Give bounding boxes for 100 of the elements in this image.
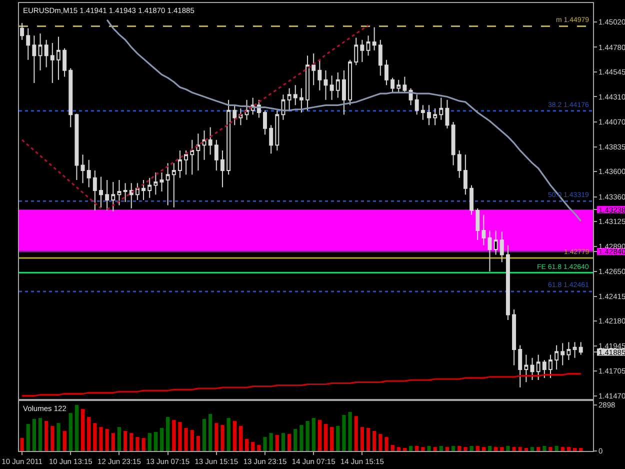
bar bbox=[427, 446, 431, 451]
bar bbox=[220, 424, 224, 451]
bar bbox=[80, 408, 85, 451]
candlestick bbox=[482, 214, 486, 246]
candlestick bbox=[184, 150, 188, 176]
bar bbox=[433, 447, 437, 451]
bar bbox=[530, 447, 534, 451]
bar bbox=[244, 438, 249, 451]
candlestick bbox=[281, 94, 286, 120]
bar bbox=[396, 447, 400, 451]
candlestick bbox=[244, 99, 249, 120]
candlestick bbox=[330, 75, 334, 100]
bar bbox=[512, 447, 516, 451]
bar bbox=[445, 447, 450, 451]
line-series bbox=[21, 372, 582, 397]
candlestick bbox=[451, 122, 456, 166]
candlestick bbox=[32, 35, 36, 84]
bar bbox=[548, 447, 552, 451]
line-series bbox=[106, 24, 370, 210]
candlestick bbox=[56, 36, 60, 80]
bar bbox=[99, 427, 103, 451]
candlestick bbox=[111, 182, 116, 212]
bar bbox=[26, 424, 30, 451]
candlestick bbox=[366, 35, 370, 56]
candlestick bbox=[500, 231, 504, 263]
candlestick bbox=[306, 55, 310, 111]
bar bbox=[312, 418, 316, 451]
candlestick bbox=[50, 42, 54, 84]
bar bbox=[208, 414, 212, 451]
bar bbox=[415, 446, 419, 451]
candlestick bbox=[506, 244, 510, 321]
bar bbox=[402, 448, 407, 451]
bar bbox=[488, 446, 492, 451]
bar bbox=[136, 437, 140, 451]
candlestick bbox=[202, 130, 206, 160]
bar bbox=[348, 412, 352, 451]
candlestick bbox=[488, 230, 492, 272]
bar bbox=[566, 447, 571, 451]
bar bbox=[372, 431, 376, 451]
bar bbox=[32, 418, 36, 451]
bar bbox=[542, 446, 546, 451]
bar bbox=[451, 446, 456, 451]
bar bbox=[111, 433, 115, 451]
bar bbox=[56, 423, 60, 451]
bar bbox=[142, 438, 146, 451]
bar bbox=[214, 423, 218, 451]
candlestick bbox=[360, 39, 364, 62]
candlestick bbox=[293, 84, 298, 106]
candlestick bbox=[427, 104, 431, 126]
bar bbox=[190, 430, 194, 451]
candlestick bbox=[220, 150, 224, 188]
candlestick bbox=[420, 104, 425, 120]
bar bbox=[123, 431, 128, 451]
candlestick bbox=[439, 97, 444, 120]
bar bbox=[62, 431, 66, 451]
bar bbox=[196, 436, 200, 451]
candlestick bbox=[99, 176, 103, 208]
candlestick bbox=[92, 170, 97, 211]
bar bbox=[458, 446, 462, 451]
bar bbox=[554, 446, 558, 451]
bar bbox=[476, 446, 480, 451]
candlestick bbox=[226, 99, 231, 176]
candlestick bbox=[263, 110, 267, 136]
bar bbox=[166, 417, 170, 451]
candlestick bbox=[414, 94, 419, 116]
candlestick bbox=[154, 172, 158, 196]
candlestick bbox=[336, 72, 340, 98]
bar bbox=[263, 437, 267, 451]
bar bbox=[257, 444, 261, 451]
bar bbox=[287, 434, 292, 451]
bar bbox=[494, 447, 498, 451]
candlestick bbox=[560, 342, 565, 366]
bar bbox=[336, 426, 340, 451]
bar bbox=[324, 424, 328, 451]
candlestick bbox=[354, 37, 358, 66]
bar bbox=[74, 404, 79, 451]
bar bbox=[184, 428, 188, 451]
candlestick bbox=[554, 344, 559, 370]
bar bbox=[178, 422, 182, 451]
bar bbox=[68, 413, 72, 451]
bar bbox=[269, 433, 273, 451]
bar bbox=[330, 427, 334, 451]
bar bbox=[421, 447, 425, 451]
candlestick bbox=[299, 88, 304, 114]
candlestick bbox=[172, 162, 176, 208]
candlestick bbox=[445, 99, 450, 129]
candlestick bbox=[142, 179, 146, 200]
candlestick bbox=[86, 159, 91, 188]
bar bbox=[20, 438, 24, 451]
line-series bbox=[21, 139, 102, 210]
candlestick bbox=[232, 104, 237, 126]
candlestick bbox=[572, 342, 577, 358]
candlestick bbox=[530, 357, 534, 381]
bar bbox=[160, 428, 164, 451]
candlestick bbox=[80, 154, 85, 184]
bar bbox=[342, 414, 346, 451]
bar bbox=[232, 421, 236, 451]
candlestick bbox=[402, 76, 407, 94]
bar bbox=[500, 447, 504, 451]
bar bbox=[579, 448, 583, 451]
